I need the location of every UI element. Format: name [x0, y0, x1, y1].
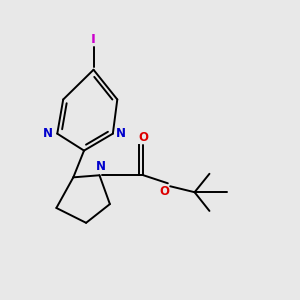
Text: O: O: [139, 131, 148, 144]
Text: N: N: [96, 160, 106, 173]
Text: I: I: [91, 33, 96, 46]
Text: N: N: [116, 127, 126, 140]
Text: N: N: [43, 127, 53, 140]
Text: O: O: [160, 185, 170, 198]
